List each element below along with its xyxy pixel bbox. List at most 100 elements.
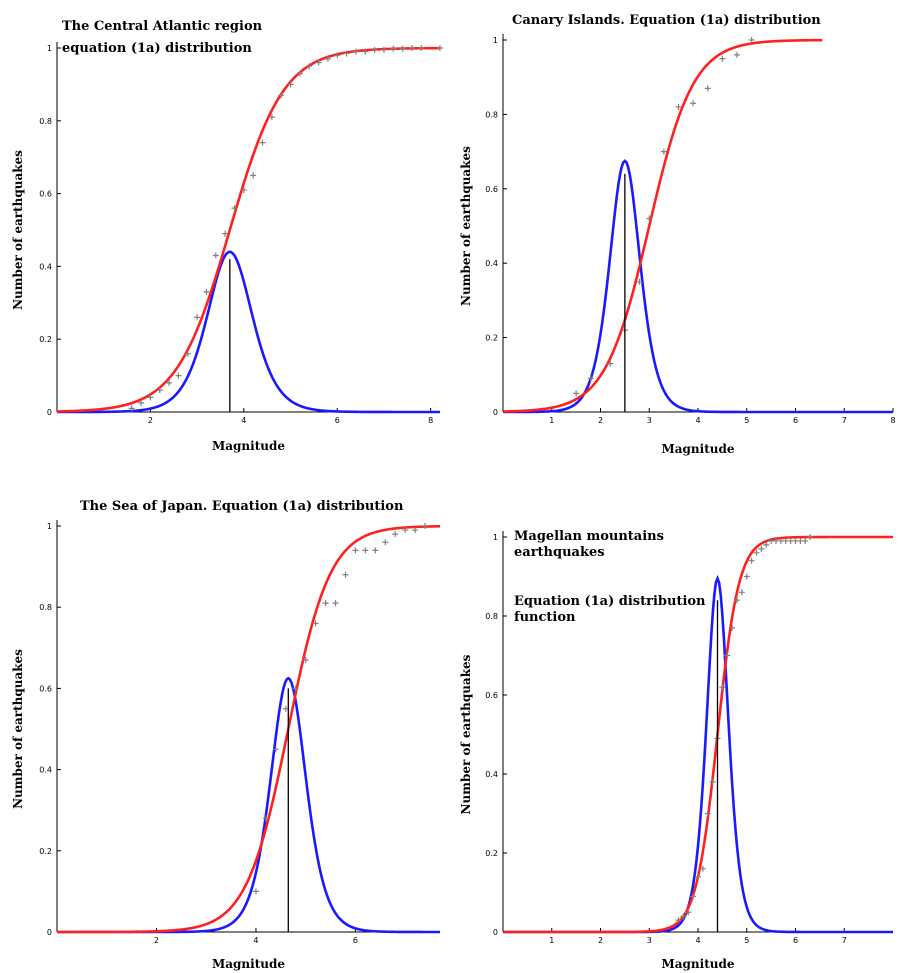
central-atlantic-x-tick-label: 4: [241, 416, 246, 425]
magellan-mountains-annotation: Equation (1a) distribution: [514, 594, 706, 609]
sea-of-japan-y-tick-label: 0.2: [39, 847, 52, 856]
magellan-mountains-x-tick-label: 6: [793, 936, 798, 945]
sea-of-japan-data-point: [422, 523, 429, 529]
canary-islands-y-tick-label: 0.6: [485, 185, 498, 194]
canary-islands-y-tick-label: 0.8: [485, 110, 498, 119]
sea-of-japan-x-tick-label: 2: [154, 936, 159, 945]
magellan-mountains-x-tick-label: 7: [842, 936, 847, 945]
magellan-mountains-y-tick-label: 1: [493, 533, 498, 542]
central-atlantic-data-point: [315, 59, 322, 66]
central-atlantic-y-tick-label: 0: [47, 408, 52, 417]
magellan-mountains-y-tick-label: 0.4: [485, 770, 498, 779]
sea-of-japan-x-tick-label: 4: [253, 936, 258, 945]
central-atlantic-data-point: [128, 405, 135, 412]
central-atlantic-data-point: [156, 387, 163, 394]
central-atlantic-data-point: [380, 46, 387, 53]
central-atlantic-data-point: [278, 92, 285, 99]
sea-of-japan-y-tick-label: 1: [47, 522, 52, 531]
central-atlantic-data-point: [268, 114, 275, 121]
canary-islands-x-tick-label: 7: [842, 416, 847, 425]
central-atlantic-title: equation (1a) distribution: [62, 41, 252, 56]
sea-of-japan-data-point: [382, 539, 389, 546]
sea-of-japan-y-tick-label: 0.8: [39, 603, 52, 612]
central-atlantic-y-tick-label: 0.2: [39, 335, 52, 344]
central-atlantic-x-tick-label: 6: [335, 416, 340, 425]
magellan-mountains-data-point: [685, 909, 692, 916]
canary-islands-x-axis-label: Magnitude: [661, 442, 734, 456]
magellan-mountains-x-tick-label: 3: [647, 936, 652, 945]
magellan-mountains-data-point: [743, 573, 750, 580]
central-atlantic-chart: 0 0.2 0.4 0.6 0.8 1 2 4 6 8 The Central Atlantic r…: [11, 19, 443, 453]
canary-islands-data-point: [646, 215, 653, 222]
central-atlantic-data-point: [437, 45, 443, 51]
sea-of-japan-y-axis-label: Number of earthquakes: [11, 649, 25, 809]
central-atlantic-data-point: [390, 45, 397, 52]
magellan-mountains-data-point: [748, 557, 755, 564]
canary-islands-data-point: [690, 100, 697, 107]
magellan-mountains-annotation: Magellan mountains: [514, 529, 664, 544]
canary-islands-cdf-curve: [502, 38, 823, 413]
canary-islands-data-point: [573, 390, 580, 397]
magellan-mountains-x-tick-label: 4: [695, 936, 700, 945]
magellan-mountains-x-axis-label: Magnitude: [661, 957, 734, 971]
sea-of-japan-data-point: [392, 531, 399, 538]
central-atlantic-y-tick-label: 0.8: [39, 117, 52, 126]
magellan-mountains-data-point: [690, 893, 697, 900]
sea-of-japan-data-point: [312, 620, 319, 627]
canary-islands-x-tick-label: 3: [647, 416, 652, 425]
sea-of-japan-data-point: [372, 547, 379, 554]
canary-islands-title: Canary Islands. Equation (1a) distributi…: [512, 13, 821, 28]
central-atlantic-data-point: [324, 55, 331, 62]
central-atlantic-data-point: [240, 186, 247, 193]
sea-of-japan-data-point: [342, 571, 349, 578]
canary-islands-y-tick-label: 1: [493, 36, 498, 45]
magellan-mountains-chart: 0 0.2 0.4 0.6 0.8 1 1 2 3 4 5 6 7 Magellan mountainse…: [459, 529, 893, 971]
central-atlantic-data-point: [175, 372, 182, 379]
central-atlantic-data-point: [352, 48, 359, 55]
canary-islands-data-point: [719, 55, 726, 62]
sea-of-japan-data-point: [262, 815, 269, 822]
central-atlantic-cdf-curve: [56, 46, 440, 413]
sea-of-japan-y-tick-label: 0.4: [39, 766, 52, 775]
central-atlantic-data-point: [184, 350, 191, 357]
magellan-mountains-y-tick-label: 0.2: [485, 849, 498, 858]
central-atlantic-x-tick-label: 8: [428, 416, 433, 425]
central-atlantic-data-point: [259, 139, 266, 146]
central-atlantic-data-point: [343, 50, 350, 57]
sea-of-japan-cdf-curve: [57, 524, 441, 934]
canary-islands-data-point: [704, 85, 711, 92]
central-atlantic-data-point: [306, 63, 313, 70]
central-atlantic-data-point: [296, 70, 303, 77]
central-atlantic-data-point: [212, 252, 219, 259]
magellan-mountains-data-point: [680, 913, 687, 920]
sea-of-japan-y-tick-label: 0.6: [39, 684, 52, 693]
canary-islands-data-point: [675, 103, 682, 110]
magellan-mountains-annotation: earthquakes: [514, 545, 605, 560]
magellan-mountains-y-tick-label: 0.6: [485, 691, 498, 700]
sea-of-japan-y-tick-label: 0: [47, 928, 52, 937]
sea-of-japan-x-axis-label: Magnitude: [212, 957, 285, 971]
central-atlantic-title: The Central Atlantic region: [62, 19, 263, 34]
sea-of-japan-x-tick-label: 6: [353, 936, 358, 945]
sea-of-japan-data-point: [272, 746, 279, 753]
magellan-mountains-y-tick-label: 0: [493, 928, 498, 937]
magellan-mountains-data-point: [675, 917, 682, 924]
sea-of-japan-data-point: [292, 685, 299, 692]
sea-of-japan-data-point: [362, 547, 369, 554]
magellan-mountains-x-tick-label: 5: [744, 936, 749, 945]
magellan-mountains-data-point: [807, 534, 814, 540]
magellan-mountains-data-point: [738, 589, 745, 596]
sea-of-japan-data-point: [402, 527, 409, 534]
magellan-mountains-x-tick-label: 1: [549, 936, 554, 945]
canary-islands-y-axis-label: Number of earthquakes: [459, 146, 473, 306]
magellan-mountains-data-point: [753, 549, 760, 556]
magellan-mountains-y-tick-label: 0.8: [485, 612, 498, 621]
magellan-mountains-data-point: [763, 541, 770, 548]
canary-islands-density-curve: [503, 159, 893, 414]
central-atlantic-y-axis-label: Number of earthquakes: [11, 150, 25, 310]
central-atlantic-data-point: [194, 314, 201, 321]
central-atlantic-data-point: [147, 394, 154, 401]
canary-islands-y-tick-label: 0.4: [485, 259, 498, 268]
sea-of-japan-data-point: [322, 600, 329, 607]
canary-islands-y-tick-label: 0: [493, 408, 498, 417]
